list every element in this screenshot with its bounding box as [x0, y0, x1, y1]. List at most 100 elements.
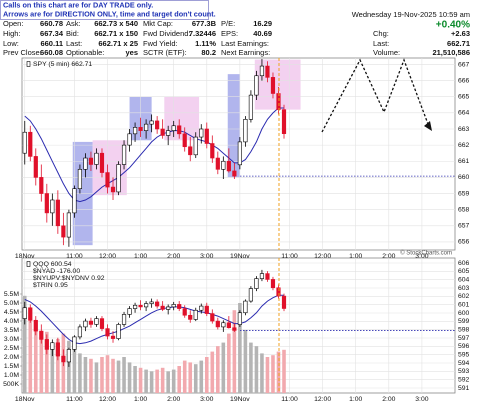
field-label: EPS: — [221, 29, 238, 38]
volume-bar — [22, 295, 27, 393]
field-value: 7.32446 — [189, 29, 216, 38]
volume-bar — [45, 331, 49, 393]
field-label: Next Earnings: — [221, 48, 270, 57]
volume-bar — [210, 351, 215, 393]
candle-body — [199, 305, 204, 311]
volume-tick-label: 3.5M — [4, 327, 19, 334]
candle-body — [66, 349, 71, 363]
volume-bar — [105, 355, 110, 393]
legend-entry: $NYAD -176.00 — [33, 268, 80, 275]
summary-value: 21,510,586 — [432, 48, 470, 57]
volume-bar — [216, 346, 220, 393]
y-tick-label: 661 — [458, 158, 470, 165]
x-tick-label: 12:00 — [314, 253, 331, 260]
candle-body — [177, 125, 182, 135]
volume-bar — [83, 357, 88, 393]
candle-body — [204, 128, 209, 144]
candle-body — [110, 186, 116, 193]
legend-swatch — [26, 261, 31, 267]
field-value: yes — [125, 48, 138, 57]
candle-body — [22, 131, 27, 154]
volume-tick-label: 2.0M — [4, 354, 19, 361]
candle-body — [88, 320, 94, 325]
candle-body — [248, 94, 254, 120]
x-tick-label: 2:00 — [382, 396, 395, 403]
field-label: Mkt Cap: — [143, 19, 173, 28]
candle-body — [210, 313, 215, 322]
field-label: Prev Close: — [3, 48, 42, 57]
candle-body — [99, 318, 105, 329]
volume-bar — [271, 355, 275, 393]
candle-body — [182, 308, 187, 316]
volume-bar — [232, 310, 237, 393]
candle-body — [50, 199, 55, 214]
volume-bar — [182, 360, 187, 393]
y-tick-label: 592 — [458, 376, 470, 383]
candle-body — [281, 109, 287, 134]
y-tick-label: 595 — [458, 351, 470, 358]
candle-body — [166, 130, 171, 136]
volume-bar — [89, 358, 93, 393]
y-tick-label: 601 — [458, 301, 470, 308]
volume-bar — [100, 357, 104, 393]
x-tick-label: 19Nov — [230, 253, 250, 260]
volume-bar — [166, 371, 170, 393]
volume-bar — [254, 346, 259, 393]
candle-body — [259, 273, 265, 279]
x-tick-label: 18Nov — [15, 253, 35, 260]
volume-bar — [149, 371, 154, 393]
volume-bar — [72, 348, 77, 393]
volume-bar — [78, 353, 82, 393]
candle-body — [33, 319, 38, 332]
field-value: 660.78 — [40, 19, 63, 28]
field-value: 40.69 — [253, 29, 272, 38]
candle-body — [265, 273, 270, 280]
volume-bar — [133, 366, 137, 393]
x-tick-label: 12:00 — [314, 396, 331, 403]
candle-body — [44, 193, 49, 214]
candle-body — [121, 314, 127, 325]
summary-value: +2.63 — [451, 29, 470, 38]
candle-body — [105, 172, 110, 188]
candle-body — [66, 212, 71, 238]
candle-body — [160, 128, 165, 136]
volume-tick-label: 2.5M — [4, 345, 19, 352]
candle-body — [33, 156, 38, 178]
candle-body — [243, 119, 248, 143]
field-label: Fwd Yield: — [143, 39, 178, 48]
candle-body — [221, 160, 226, 170]
volume-bar — [122, 357, 126, 393]
x-tick-label: 1:00 — [134, 253, 147, 260]
x-tick-label: 2:00 — [382, 253, 395, 260]
summary-label: Volume: — [373, 48, 400, 57]
volume-bar — [221, 342, 226, 393]
candle-body — [99, 152, 105, 173]
candle-body — [138, 127, 143, 131]
candle-body — [28, 131, 33, 157]
y-tick-label: 664 — [458, 110, 470, 117]
date: Wednesday 19-Nov-2025 10:59 am — [352, 10, 470, 19]
y-tick-label: 667 — [458, 61, 470, 68]
candle-body — [160, 305, 165, 310]
x-tick-label: 18Nov — [15, 396, 35, 403]
candle-body — [28, 307, 33, 321]
candle-body — [116, 324, 121, 339]
candle-body — [39, 177, 44, 194]
x-tick-label: 12:00 — [99, 396, 116, 403]
legend-entry: QQQ 600.54 — [33, 261, 72, 268]
volume-bar — [171, 369, 176, 393]
field-value: 80.2 — [201, 48, 216, 57]
candle-body — [83, 157, 88, 170]
y-tick-label: 596 — [458, 343, 470, 350]
y-tick-label: 599 — [458, 318, 470, 325]
field-label: Bid: — [66, 29, 79, 38]
volume-bar — [138, 367, 143, 393]
candle-body — [44, 339, 49, 350]
legend-entry: $NYUPV:$NYDNV 0.92 — [33, 275, 105, 282]
candle-body — [193, 136, 198, 156]
x-tick-label: 11:00 — [66, 253, 83, 260]
candle-body — [72, 188, 77, 214]
x-tick-label: 1:00 — [349, 253, 362, 260]
candle-body — [39, 330, 44, 340]
x-tick-label: 3:00 — [415, 396, 428, 403]
